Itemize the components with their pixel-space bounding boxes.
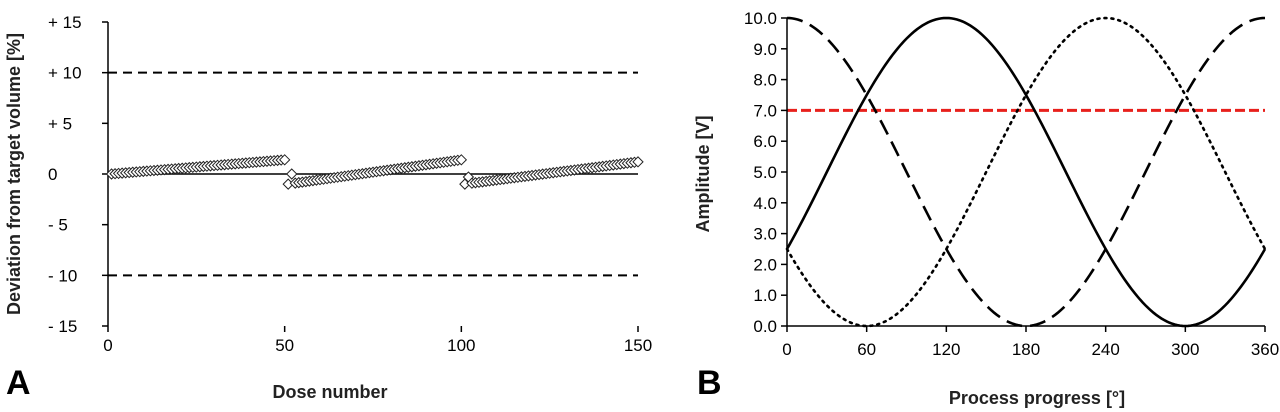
data-point-a — [278, 154, 291, 166]
y-tick-label-a: - 10 — [48, 266, 77, 285]
x-tick-label-a: 50 — [275, 336, 294, 355]
panel-label-a: A — [6, 364, 31, 402]
y-tick-label-a: - 5 — [48, 216, 68, 235]
y-tick-label-a: - 15 — [48, 317, 77, 336]
x-tick-label-a: 150 — [624, 336, 652, 355]
data-point-a — [455, 154, 468, 166]
data-point-a — [286, 168, 298, 180]
x-axis-label-a: Dose number — [272, 382, 387, 402]
x-tick-label-a: 0 — [103, 336, 112, 355]
y-tick-label-a: + 15 — [48, 13, 82, 32]
data-point-a — [632, 156, 644, 168]
y-tick-label-a: 0 — [48, 165, 57, 184]
y-tick-label-a: + 5 — [48, 114, 72, 133]
y-axis-label-a: Deviation from target volume [%] — [4, 33, 24, 315]
x-tick-label-a: 100 — [447, 336, 475, 355]
y-tick-label-a: + 10 — [48, 64, 82, 83]
